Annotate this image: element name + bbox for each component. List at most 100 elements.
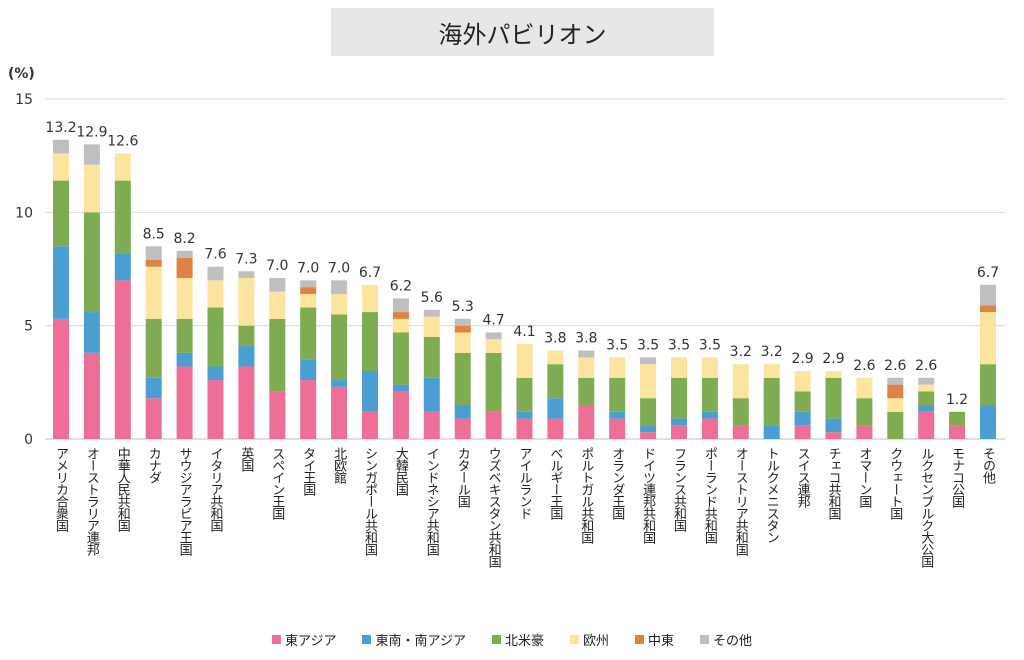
bar-segment-0	[454, 418, 471, 439]
bar-segment-3	[176, 278, 193, 319]
bar-segment-0	[392, 391, 409, 439]
bar-segment-0	[423, 411, 440, 439]
bar-segment-3	[516, 343, 533, 378]
bar-segment-1	[83, 312, 100, 353]
x-tick-label: インドネシア共和国	[423, 447, 439, 555]
bar-segment-1	[825, 418, 842, 433]
x-tick-label: カナダ	[145, 447, 161, 483]
data-label-total: 3.8	[544, 331, 566, 347]
bar-segment-0	[485, 411, 502, 439]
legend-item: 東南・南アジア	[362, 630, 466, 649]
x-tick-label: タイ王国	[300, 447, 316, 495]
bar-segment-2	[640, 398, 657, 426]
legend-item: 中東	[634, 630, 674, 649]
bar-segment-0	[83, 352, 100, 439]
bar-segment-1	[701, 411, 718, 419]
legend-swatch	[491, 635, 501, 644]
bar-segment-3	[238, 278, 255, 326]
legend-item: その他	[700, 630, 752, 649]
x-tick-label: カタール国	[454, 447, 470, 507]
bar-segment-0	[794, 425, 811, 439]
data-label-total: 7.0	[266, 258, 288, 274]
bar-segment-0	[825, 432, 842, 439]
bar-segment-1	[547, 398, 564, 419]
bar-segment-2	[485, 352, 502, 412]
x-tick-label: シンガポール共和国	[362, 447, 377, 555]
data-label-total: 6.2	[390, 278, 412, 294]
bar-segment-5	[578, 350, 595, 358]
bar-segment-3	[423, 316, 440, 337]
bar-segment-1	[114, 253, 131, 281]
x-tick-label: ポルトガル共和国	[578, 447, 594, 543]
data-label-total: 4.1	[513, 324, 535, 340]
legend-label: 東アジア	[284, 634, 337, 649]
bar-segment-1	[763, 425, 780, 439]
chart-title: 海外パビリオン	[331, 8, 714, 56]
x-tick-label: ベルギー王国	[547, 447, 563, 519]
bar-segment-5	[145, 246, 162, 260]
bar-segment-3	[732, 364, 749, 399]
bar-segment-3	[887, 398, 904, 412]
x-tick-label: アイルランド	[516, 447, 532, 519]
bar-segment-1	[145, 377, 162, 399]
legend-label: 欧州	[582, 634, 609, 649]
bar-segment-5	[53, 139, 69, 154]
x-tick-label: ドイツ連邦共和国	[640, 447, 656, 543]
bar-segment-0	[516, 418, 533, 439]
bar-segment-1	[671, 418, 687, 426]
bar-segment-2	[763, 377, 780, 426]
bar-segment-0	[331, 386, 348, 439]
bar-segment-3	[609, 357, 626, 378]
bar-segment-2	[732, 398, 749, 426]
bar-segment-1	[207, 366, 224, 381]
data-label-total: 3.5	[699, 337, 721, 353]
bar-segment-0	[732, 425, 749, 439]
bar-segment-0	[238, 366, 255, 439]
bar-segment-2	[392, 332, 409, 385]
data-label-total: 7.3	[235, 251, 257, 267]
legend-label: 北米豪	[504, 634, 544, 649]
bar-segment-3	[454, 332, 471, 353]
bar-segment-0	[547, 418, 564, 439]
bar-segment-5	[918, 377, 935, 385]
data-label-total: 4.7	[482, 312, 504, 328]
x-tick-label: オーストリア共和国	[732, 447, 748, 555]
bar-segment-0	[578, 405, 595, 439]
bar-segment-5	[176, 250, 193, 258]
bar-segment-5	[980, 284, 996, 306]
bar-segment-5	[207, 266, 224, 281]
bar-segment-1	[238, 346, 255, 367]
data-label-total: 5.3	[452, 299, 474, 315]
data-label-total: 1.2	[946, 392, 968, 408]
bar-segment-3	[763, 364, 780, 378]
bar-segment-4	[176, 257, 193, 279]
bar-segment-0	[207, 380, 224, 439]
bar-segment-3	[578, 357, 595, 378]
x-tick-label: スペイン王国	[269, 447, 285, 519]
bar-segment-2	[362, 312, 378, 371]
x-tick-label: イタリア共和国	[207, 447, 223, 531]
bar-segment-5	[423, 309, 440, 317]
bar-segment-5	[392, 298, 409, 313]
bar-segment-2	[454, 352, 471, 405]
bar-segment-2	[887, 411, 904, 439]
bar-segment-3	[701, 357, 718, 378]
y-tick-label: 5	[24, 319, 33, 335]
x-tick-label: 北欧館	[331, 447, 347, 483]
bar-segment-2	[949, 411, 966, 426]
y-tick-label: 15	[15, 92, 33, 108]
data-label-total: 8.5	[143, 226, 165, 242]
bar-segment-1	[331, 380, 348, 387]
bar-segment-2	[83, 212, 100, 313]
bar-segment-3	[362, 284, 378, 313]
data-label-total: 2.6	[853, 358, 875, 374]
legend-label: 中東	[647, 634, 674, 649]
bar-segment-0	[114, 280, 131, 439]
bar-segment-5	[887, 377, 904, 385]
bar-segment-3	[145, 266, 162, 319]
bar-segment-3	[980, 312, 996, 365]
bar-segment-5	[238, 271, 255, 279]
bar-segment-3	[918, 384, 935, 392]
data-label-total: 12.9	[76, 124, 107, 140]
